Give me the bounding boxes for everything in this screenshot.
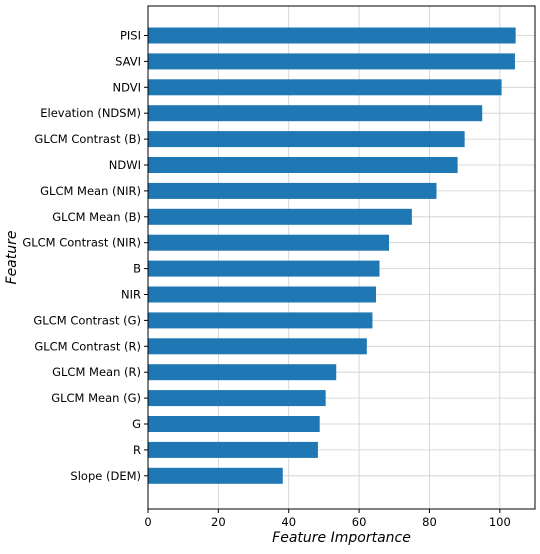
x-tick-label: 100 xyxy=(489,515,511,529)
x-tick-label: 40 xyxy=(281,515,296,529)
category-label: Elevation (NDSM) xyxy=(40,106,141,120)
x-tick-label: 80 xyxy=(422,515,437,529)
category-label: GLCM Contrast (R) xyxy=(34,339,141,353)
category-label: GLCM Contrast (B) xyxy=(34,132,141,146)
bar xyxy=(148,312,373,329)
bar xyxy=(148,338,367,355)
bar xyxy=(148,441,318,458)
category-label: PISI xyxy=(120,29,141,43)
category-label: NDVI xyxy=(112,80,141,94)
bar xyxy=(148,27,516,44)
bar xyxy=(148,234,389,251)
category-label: GLCM Contrast (NIR) xyxy=(22,236,141,250)
bar xyxy=(148,157,458,173)
x-tick-label: 20 xyxy=(211,515,226,529)
plot-frame xyxy=(147,5,536,510)
category-label: NIR xyxy=(121,288,141,302)
category-label: SAVI xyxy=(115,54,141,68)
y-axis-ticks: PISI SAVI NDVI Elevation (NDSM) GLCM Contras… xyxy=(22,29,148,483)
bar xyxy=(148,390,326,407)
bar xyxy=(148,467,283,484)
x-tick-label: 0 xyxy=(144,515,151,529)
category-label: B xyxy=(133,262,141,276)
bar xyxy=(148,131,465,148)
bar xyxy=(148,416,320,432)
bar xyxy=(148,286,376,303)
category-label: GLCM Mean (R) xyxy=(52,365,141,379)
category-label: GLCM Mean (NIR) xyxy=(40,184,141,198)
category-label: Slope (DEM) xyxy=(70,469,141,483)
category-label: GLCM Contrast (G) xyxy=(33,313,141,327)
bar xyxy=(148,105,483,122)
y-axis-title: Feature xyxy=(4,231,20,285)
category-label: GLCM Mean (B) xyxy=(52,210,141,224)
category-label: GLCM Mean (G) xyxy=(51,391,141,405)
bar xyxy=(148,79,502,96)
category-label: R xyxy=(133,443,141,457)
category-label: NDWI xyxy=(109,158,141,172)
bar xyxy=(148,260,380,277)
bar xyxy=(148,364,337,381)
bar xyxy=(148,53,515,70)
bar xyxy=(148,208,412,225)
x-tick-label: 60 xyxy=(352,515,367,529)
bar-layer xyxy=(148,27,516,484)
bar xyxy=(148,182,437,199)
category-label: G xyxy=(132,417,141,431)
x-axis-title: Feature Importance xyxy=(272,530,411,546)
x-axis-ticks: 0 20 40 60 80 100 xyxy=(144,509,511,529)
